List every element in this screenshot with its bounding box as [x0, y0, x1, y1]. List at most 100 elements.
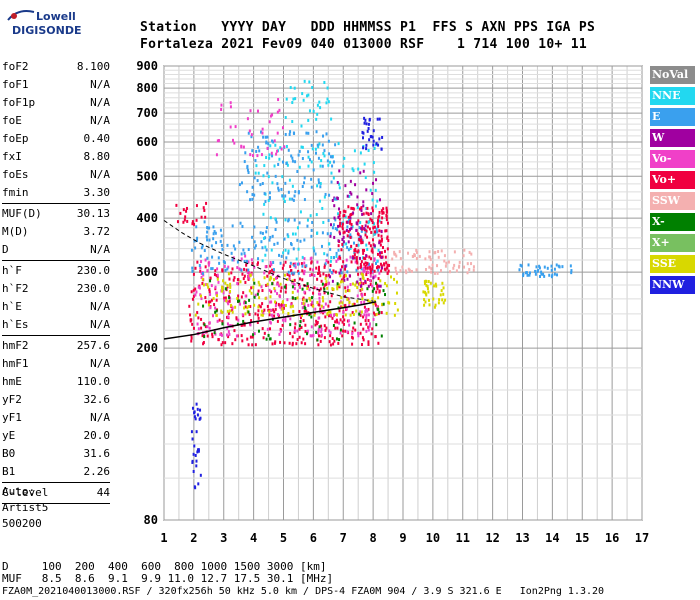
param-value: 0.40 — [83, 132, 111, 145]
param-value: 30.13 — [76, 207, 110, 220]
data-point — [543, 274, 546, 278]
data-point — [337, 244, 340, 248]
data-point — [200, 260, 203, 264]
data-point — [263, 331, 266, 335]
data-point — [275, 220, 278, 224]
data-point — [362, 338, 365, 342]
data-point — [356, 195, 359, 199]
data-point — [215, 153, 218, 157]
data-point — [248, 289, 251, 293]
data-point — [302, 181, 305, 185]
data-point — [186, 219, 189, 223]
data-point — [368, 138, 371, 142]
data-point — [269, 260, 272, 264]
data-point — [327, 282, 330, 286]
data-point — [428, 250, 431, 254]
data-point — [453, 263, 456, 267]
data-point — [321, 164, 324, 168]
data-point — [268, 337, 271, 341]
data-point — [236, 296, 239, 300]
data-point — [233, 329, 236, 333]
param-row: foF1p N/A — [2, 94, 110, 112]
data-point — [328, 152, 331, 156]
data-point — [284, 132, 287, 136]
data-point — [271, 154, 274, 158]
data-point — [205, 282, 208, 286]
data-point — [327, 139, 330, 143]
data-point — [188, 304, 191, 308]
data-point — [342, 164, 345, 168]
data-point — [338, 285, 341, 289]
data-point — [329, 334, 332, 338]
data-point — [244, 294, 247, 298]
data-point — [365, 188, 368, 192]
data-point — [411, 254, 414, 258]
data-point — [253, 193, 256, 197]
data-point — [236, 281, 239, 285]
data-point — [203, 220, 206, 224]
data-point — [385, 208, 388, 212]
param-row: foEp 0.40 — [2, 130, 110, 148]
data-point — [372, 317, 375, 321]
y-tick-label: 900 — [136, 59, 158, 73]
legend-item: E — [650, 108, 695, 126]
data-point — [364, 319, 367, 323]
data-point — [196, 260, 199, 264]
data-point — [449, 270, 452, 274]
data-point — [422, 290, 425, 294]
data-point — [232, 244, 235, 248]
data-point — [386, 263, 389, 267]
data-point — [291, 290, 294, 294]
data-point — [300, 262, 303, 266]
data-point — [303, 198, 306, 202]
data-point — [371, 269, 374, 273]
data-point — [346, 298, 349, 302]
data-point — [214, 310, 217, 314]
data-point — [363, 262, 366, 266]
param-name: foE — [2, 114, 22, 127]
param-value: N/A — [90, 357, 110, 370]
data-point — [320, 327, 323, 331]
data-point — [363, 162, 366, 166]
data-point — [233, 276, 236, 280]
data-point — [367, 148, 370, 152]
data-point — [235, 316, 238, 320]
data-point — [316, 260, 319, 264]
data-point — [345, 242, 348, 246]
data-point — [275, 152, 278, 156]
data-point — [339, 256, 342, 260]
data-point — [386, 221, 389, 225]
data-point — [372, 143, 375, 147]
data-point — [443, 259, 446, 263]
data-point — [269, 327, 272, 331]
data-point — [307, 155, 310, 159]
data-point — [366, 225, 369, 229]
data-point — [381, 135, 384, 139]
data-point — [240, 334, 243, 338]
data-point — [247, 247, 250, 251]
data-point — [215, 313, 218, 317]
data-point — [372, 311, 375, 315]
data-point — [312, 109, 315, 113]
data-point — [265, 230, 268, 234]
data-point — [204, 258, 207, 262]
data-point — [242, 319, 245, 323]
data-point — [369, 188, 372, 192]
data-point — [220, 103, 223, 107]
data-point — [327, 100, 330, 104]
data-point — [192, 452, 195, 456]
divider — [2, 503, 110, 504]
data-point — [311, 300, 314, 304]
data-point — [385, 284, 388, 288]
data-point — [371, 238, 374, 242]
data-point — [377, 248, 380, 252]
data-point — [322, 311, 325, 315]
data-point — [375, 142, 378, 146]
data-point — [301, 184, 304, 188]
data-point — [228, 332, 231, 336]
data-point — [194, 313, 197, 317]
data-point — [212, 297, 215, 301]
data-point — [323, 265, 326, 269]
data-point — [317, 265, 320, 269]
data-point — [207, 263, 210, 267]
